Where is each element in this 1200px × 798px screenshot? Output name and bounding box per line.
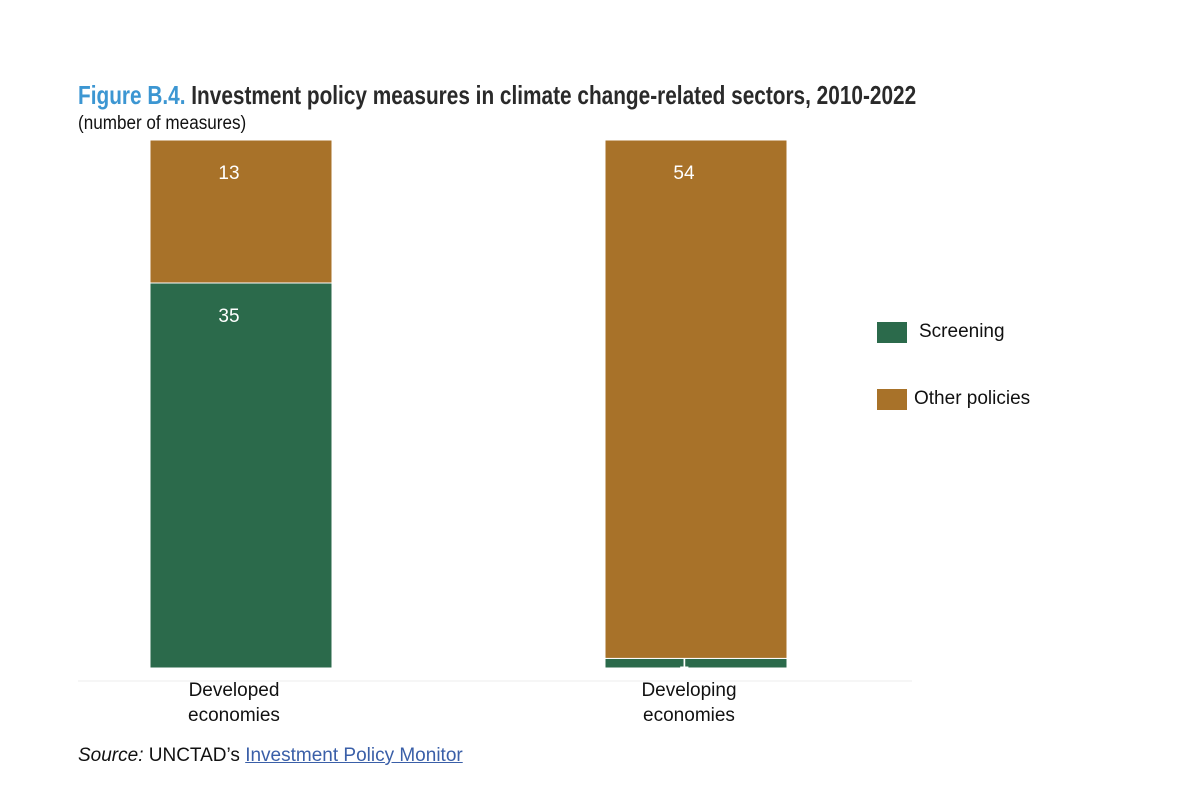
legend-label: Other policies — [914, 388, 1030, 409]
bar-segment — [149, 282, 333, 669]
legend-swatch — [877, 389, 907, 410]
data-label: 54 — [673, 163, 695, 184]
data-label: 13 — [218, 163, 239, 184]
chart-subtitle: (number of measures) — [78, 113, 247, 134]
data-label: 35 — [218, 306, 239, 327]
source-label: Source: — [78, 745, 144, 766]
bar-segment — [604, 657, 788, 669]
bar-segment — [604, 139, 788, 659]
chart-title-block: Figure B.4. Investment policy measures i… — [78, 80, 916, 111]
source-text: UNCTAD’s — [148, 745, 240, 766]
source-link[interactable]: Investment Policy Monitor — [245, 745, 463, 766]
source: Source: UNCTAD’s Investment Policy Monit… — [78, 745, 463, 767]
data-label: 1 — [679, 652, 690, 673]
legend-swatch — [877, 322, 907, 343]
bar-segment — [149, 139, 333, 284]
x-tick-label: Developing economies — [641, 680, 737, 726]
chart-title: Investment policy measures in climate ch… — [191, 80, 917, 110]
legend-label: Screening — [919, 321, 1005, 342]
x-tick-label: Developed economies — [188, 680, 280, 726]
figure-number: Figure B.4. — [78, 80, 186, 110]
